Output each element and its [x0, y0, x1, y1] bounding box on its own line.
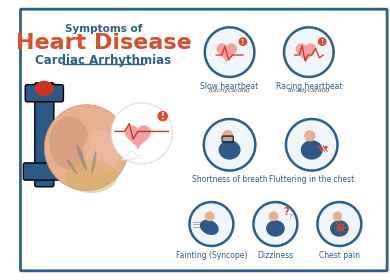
- Circle shape: [204, 119, 255, 171]
- Circle shape: [284, 27, 334, 77]
- Circle shape: [333, 211, 342, 221]
- Ellipse shape: [200, 220, 219, 235]
- Circle shape: [157, 110, 168, 122]
- Ellipse shape: [301, 140, 323, 160]
- Ellipse shape: [66, 159, 78, 175]
- Text: Heart Disease: Heart Disease: [16, 33, 191, 53]
- Circle shape: [238, 37, 248, 46]
- FancyBboxPatch shape: [25, 85, 64, 102]
- Ellipse shape: [44, 105, 128, 191]
- Text: Dizziness: Dizziness: [257, 251, 294, 260]
- Circle shape: [205, 211, 214, 221]
- Ellipse shape: [92, 150, 96, 174]
- Text: Slow heartbeat: Slow heartbeat: [200, 82, 259, 91]
- Text: !: !: [321, 39, 324, 45]
- Ellipse shape: [49, 116, 89, 169]
- Text: Cardiac Arrhythmias: Cardiac Arrhythmias: [35, 54, 172, 67]
- Circle shape: [190, 202, 233, 246]
- Circle shape: [324, 146, 327, 149]
- Text: Chest pain: Chest pain: [319, 251, 360, 260]
- Text: !: !: [161, 112, 165, 121]
- Text: Symptoms of: Symptoms of: [65, 24, 142, 34]
- Ellipse shape: [35, 81, 54, 96]
- Circle shape: [269, 211, 278, 221]
- Text: Racing heartbeat: Racing heartbeat: [276, 82, 342, 91]
- Ellipse shape: [76, 144, 87, 171]
- Circle shape: [324, 146, 327, 149]
- Polygon shape: [126, 126, 150, 148]
- Ellipse shape: [83, 129, 119, 175]
- Polygon shape: [296, 44, 316, 61]
- FancyBboxPatch shape: [35, 83, 54, 187]
- Circle shape: [205, 27, 254, 77]
- Circle shape: [317, 202, 362, 246]
- Text: ?: ?: [284, 207, 289, 217]
- Text: Fainting (Syncope): Fainting (Syncope): [176, 251, 247, 260]
- Polygon shape: [121, 151, 140, 160]
- Ellipse shape: [219, 140, 241, 160]
- Circle shape: [222, 130, 233, 141]
- Circle shape: [317, 37, 327, 46]
- Ellipse shape: [330, 220, 349, 237]
- Circle shape: [286, 119, 337, 171]
- Circle shape: [304, 130, 316, 141]
- Circle shape: [324, 146, 327, 149]
- Circle shape: [337, 223, 344, 231]
- Text: Fluttering in the chest: Fluttering in the chest: [269, 175, 355, 184]
- Polygon shape: [217, 44, 236, 61]
- Circle shape: [111, 103, 172, 164]
- Text: (tachycardia): (tachycardia): [209, 88, 251, 94]
- Ellipse shape: [65, 160, 117, 193]
- Text: Shortness of breath: Shortness of breath: [192, 175, 268, 184]
- Circle shape: [254, 202, 298, 246]
- Text: ?: ?: [289, 214, 292, 220]
- FancyBboxPatch shape: [222, 136, 233, 142]
- FancyBboxPatch shape: [23, 163, 66, 180]
- Ellipse shape: [266, 220, 285, 237]
- Text: !: !: [241, 39, 245, 45]
- Text: (bradycardia): (bradycardia): [287, 88, 330, 94]
- FancyBboxPatch shape: [20, 9, 387, 271]
